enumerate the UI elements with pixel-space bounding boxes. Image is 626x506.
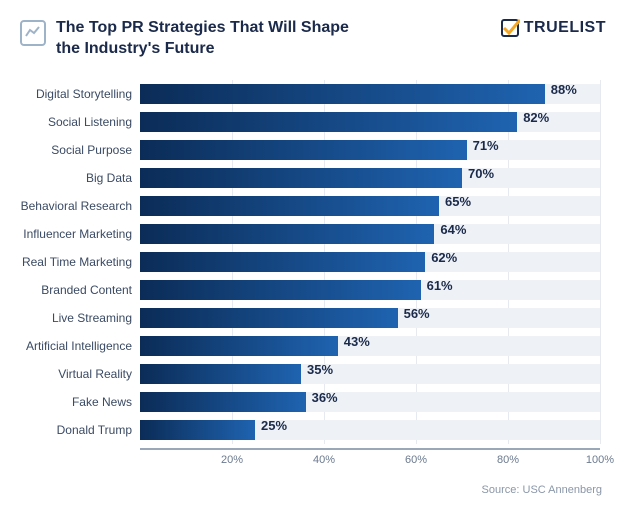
- bar: [140, 420, 255, 440]
- x-tick: 100%: [586, 454, 614, 466]
- bar: [140, 168, 462, 188]
- bar-row: Social Listening82%: [140, 108, 600, 136]
- bar-value: 25%: [255, 416, 287, 436]
- category-label: Behavioral Research: [2, 199, 132, 213]
- bar-value: 64%: [434, 220, 466, 240]
- bar-value: 62%: [425, 248, 457, 268]
- brand-checkmark-icon: [500, 18, 520, 38]
- bar-row: Big Data70%: [140, 164, 600, 192]
- chart-source: Source: USC Annenberg: [482, 484, 602, 496]
- bar-row: Digital Storytelling88%: [140, 80, 600, 108]
- bar: [140, 308, 398, 328]
- category-label: Social Listening: [2, 115, 132, 129]
- bar-value: 61%: [421, 276, 453, 296]
- bar: [140, 364, 301, 384]
- category-label: Real Time Marketing: [2, 255, 132, 269]
- bar: [140, 392, 306, 412]
- category-label: Social Purpose: [2, 143, 132, 157]
- bar-row: Live Streaming56%: [140, 304, 600, 332]
- bar: [140, 196, 439, 216]
- chart-icon: [20, 20, 46, 46]
- bar-value: 56%: [398, 304, 430, 324]
- chart-header: The Top PR Strategies That Will Shape th…: [20, 18, 606, 60]
- bar-row: Branded Content61%: [140, 276, 600, 304]
- bar-row: Virtual Reality35%: [140, 360, 600, 388]
- bar-value: 82%: [517, 108, 549, 128]
- category-label: Fake News: [2, 395, 132, 409]
- category-label: Live Streaming: [2, 311, 132, 325]
- bar-value: 36%: [306, 388, 338, 408]
- bar-row: Influencer Marketing64%: [140, 220, 600, 248]
- chart-area: Digital Storytelling88%Social Listening8…: [140, 80, 600, 468]
- title-wrap: The Top PR Strategies That Will Shape th…: [20, 18, 376, 60]
- bar-value: 70%: [462, 164, 494, 184]
- brand-logo: TRUELIST: [500, 18, 606, 38]
- category-label: Branded Content: [2, 283, 132, 297]
- x-tick: 60%: [405, 454, 427, 466]
- bar: [140, 336, 338, 356]
- bar: [140, 140, 467, 160]
- bar: [140, 112, 517, 132]
- bar-row: Fake News36%: [140, 388, 600, 416]
- bar-row: Artificial Intelligence43%: [140, 332, 600, 360]
- x-tick: 20%: [221, 454, 243, 466]
- category-label: Influencer Marketing: [2, 227, 132, 241]
- bar-value: 43%: [338, 332, 370, 352]
- bar: [140, 280, 421, 300]
- gridline: [600, 80, 601, 444]
- category-label: Donald Trump: [2, 423, 132, 437]
- bar-value: 65%: [439, 192, 471, 212]
- bar-value: 35%: [301, 360, 333, 380]
- bar-value: 71%: [467, 136, 499, 156]
- bar-row: Real Time Marketing62%: [140, 248, 600, 276]
- category-label: Big Data: [2, 171, 132, 185]
- bar: [140, 252, 425, 272]
- category-label: Digital Storytelling: [2, 87, 132, 101]
- brand-name: TRUELIST: [524, 19, 606, 37]
- bar-row: Behavioral Research65%: [140, 192, 600, 220]
- bar-value: 88%: [545, 80, 577, 100]
- bar-row: Donald Trump25%: [140, 416, 600, 444]
- chart-title: The Top PR Strategies That Will Shape th…: [56, 18, 376, 60]
- chart-plot: Digital Storytelling88%Social Listening8…: [140, 80, 600, 444]
- category-label: Artificial Intelligence: [2, 339, 132, 353]
- bar: [140, 84, 545, 104]
- category-label: Virtual Reality: [2, 367, 132, 381]
- x-axis: 20%40%60%80%100%: [140, 448, 600, 468]
- bar: [140, 224, 434, 244]
- bar-row: Social Purpose71%: [140, 136, 600, 164]
- x-tick: 80%: [497, 454, 519, 466]
- x-tick: 40%: [313, 454, 335, 466]
